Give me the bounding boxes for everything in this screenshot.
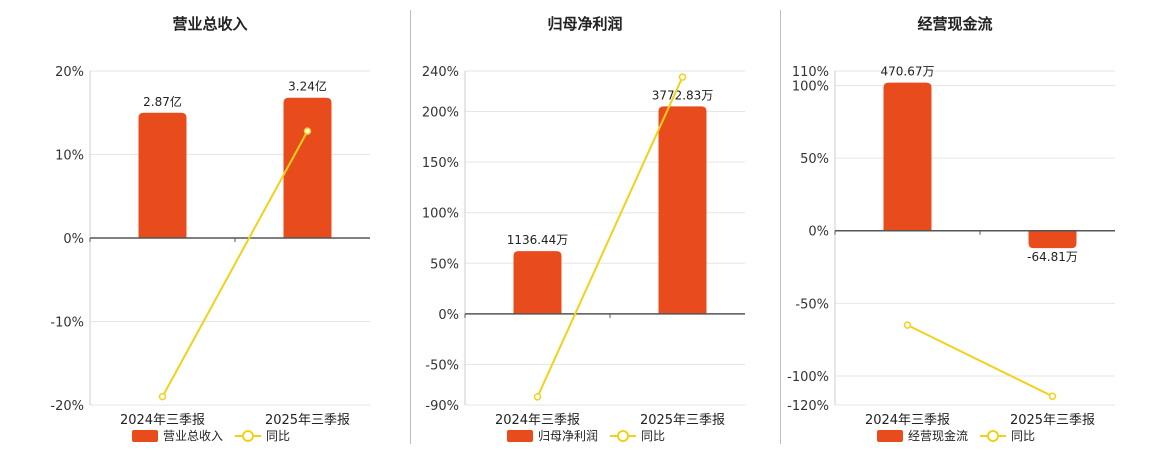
chart-net-profit: 归母净利润 240% 200% 150% 100% 50% 0% -50% -90% 1136.4…: [422, 15, 745, 443]
yoy-line: [536, 76, 684, 398]
legend-bar-label: 归母净利润: [538, 429, 598, 443]
y-tick-label: 0%: [63, 232, 84, 247]
bar: [513, 251, 562, 314]
legend-line-marker: [987, 430, 999, 442]
legend-bar-swatch: [507, 430, 533, 442]
bar: [883, 82, 932, 231]
x-category-label: 2025年三季报: [265, 413, 350, 428]
y-tick-label: 50%: [430, 257, 459, 272]
y-tick-label: 10%: [55, 149, 84, 164]
legend-line-label: 同比: [641, 429, 665, 443]
y-tick-label: -100%: [787, 370, 829, 385]
yoy-point: [303, 127, 312, 135]
bar: [1028, 230, 1077, 249]
bar-data-label: 470.67万: [881, 65, 935, 79]
yoy-line: [907, 324, 1053, 398]
legend-line-marker: [617, 430, 629, 442]
y-tick-label: 240%: [422, 65, 459, 80]
chart-panel-revenue: 营业总收入 20% 10% 0% -10% -20% 2.87亿 3.24亿 2024年三季报 2…: [0, 0, 370, 450]
bar: [138, 112, 187, 238]
chart-title: 归母净利润: [547, 15, 622, 33]
chart-revenue: 营业总收入 20% 10% 0% -10% -20% 2.87亿 3.24亿 2024年三季报 2…: [50, 15, 370, 443]
y-tick-label: 200%: [422, 105, 459, 120]
yoy-point: [903, 321, 912, 329]
y-tick-label: 100%: [792, 80, 829, 95]
legend-bar-label: 经营现金流: [908, 428, 968, 443]
y-tick-label: -90%: [425, 399, 459, 414]
yoy-point: [158, 392, 167, 401]
chart-title: 经营现金流: [917, 15, 992, 33]
y-tick-label: -120%: [787, 399, 829, 414]
bar-data-label: 3772.83万: [652, 88, 714, 102]
legend-bar-swatch: [877, 430, 903, 442]
y-tick-label: 110%: [792, 65, 829, 80]
bar: [283, 97, 332, 238]
legend-line-label: 同比: [266, 429, 290, 443]
chart-title: 营业总收入: [172, 15, 247, 33]
y-tick-label: 100%: [422, 207, 459, 222]
legend-line-marker: [242, 430, 254, 442]
y-tick-label: -50%: [425, 359, 459, 374]
y-tick-label: -10%: [50, 316, 84, 331]
chart-cash-flow: 经营现金流 110%100% 50% 0% -50% -100% -120% 470.67万 -…: [787, 15, 1115, 443]
yoy-line: [161, 130, 309, 398]
yoy-point: [678, 73, 687, 81]
panel-divider: [780, 10, 781, 444]
bar: [658, 106, 707, 314]
panel-divider: [410, 10, 411, 444]
legend-bar-label: 营业总收入: [163, 429, 223, 443]
legend-bar-swatch: [132, 430, 158, 442]
y-tick-label: -20%: [50, 399, 84, 414]
y-tick-label: 150%: [422, 156, 459, 171]
legend-line-label: 同比: [1011, 429, 1035, 443]
y-tick-label: 0%: [438, 308, 459, 323]
yoy-point: [1048, 392, 1057, 401]
bar-data-label: 2.87亿: [143, 94, 182, 109]
y-tick-label: 0%: [808, 225, 829, 240]
y-tick-label: 50%: [800, 152, 829, 167]
x-category-label: 2025年三季报: [640, 413, 725, 428]
y-tick-label: 20%: [55, 65, 84, 80]
bar-data-label: 3.24亿: [288, 79, 327, 94]
yoy-point: [533, 393, 542, 401]
bar-data-label: 1136.44万: [507, 233, 569, 247]
x-category-label: 2025年三季报: [1010, 413, 1095, 428]
x-category-label: 2024年三季报: [865, 413, 950, 428]
x-category-label: 2024年三季报: [120, 413, 205, 428]
chart-panel-cash-flow: 经营现金流 110% 100% 50% 0% -50% -100% -120% 470.67万 -…: [745, 0, 1115, 450]
y-tick-label: -50%: [795, 297, 829, 312]
bar-data-label: -64.81万: [1027, 250, 1078, 264]
x-category-label: 2024年三季报: [495, 413, 580, 428]
chart-panel-net-profit: 归母净利润 240% 200% 150% 100% 50% 0% -50% -90% 1136.4…: [375, 0, 745, 450]
